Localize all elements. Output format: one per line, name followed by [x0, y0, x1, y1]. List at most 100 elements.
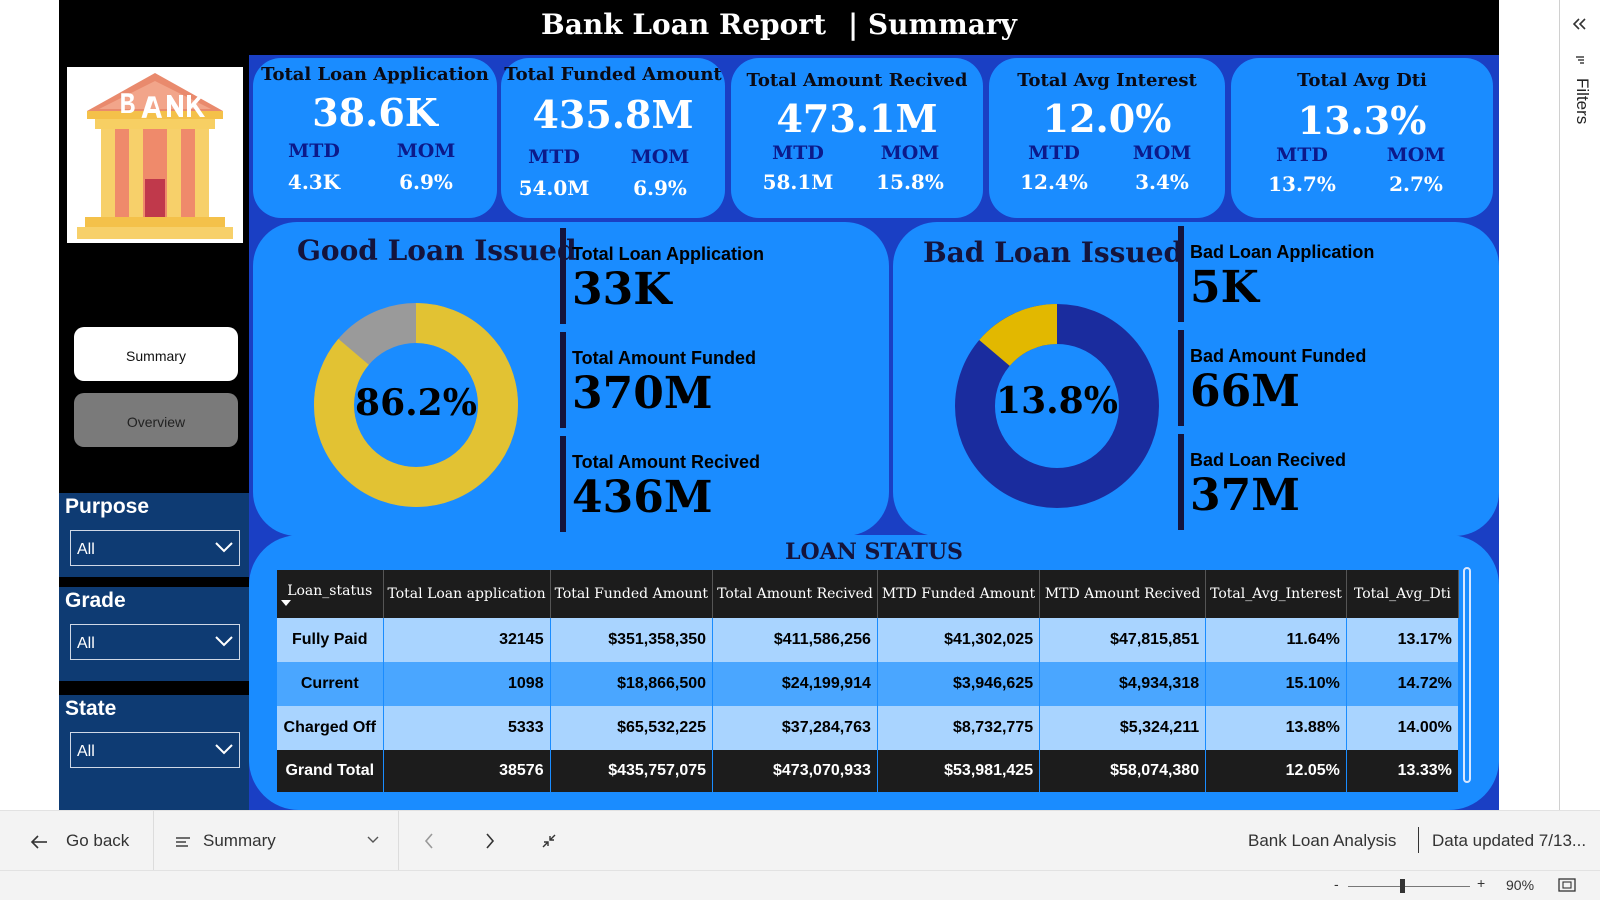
go-back-label: Go back	[66, 831, 130, 850]
filters-pane[interactable]: Filters	[1559, 0, 1600, 810]
purpose-slicer: Purpose All	[59, 493, 249, 577]
kpi-card-total-funded-amount[interactable]: Total Funded Amount 435.8M MTD MOM 54.0M…	[501, 58, 725, 218]
page-selector[interactable]: Summary	[175, 831, 385, 851]
column-header[interactable]: Total_Avg_Dti	[1346, 570, 1459, 618]
kpi-mom-value: 3.4%	[1135, 170, 1189, 194]
bank-logo	[67, 67, 243, 243]
table-cell: 12.05%	[1205, 750, 1347, 792]
list-icon	[176, 836, 190, 847]
kpi-mtd-label: MTD	[1028, 142, 1080, 164]
table-cell: 13.88%	[1205, 706, 1347, 750]
grade-slicer: Grade All	[59, 587, 249, 681]
state-dropdown[interactable]: All	[70, 732, 240, 768]
data-updated: Data updated 7/13...	[1432, 831, 1587, 850]
table-cell: 13.17%	[1346, 618, 1459, 662]
table-cell: $411,586,256	[712, 618, 878, 662]
bad-metric-applications: Bad Loan Application 5K	[1178, 226, 1374, 322]
state-label: State	[65, 697, 117, 720]
metric-label: Total Loan Application	[572, 244, 764, 264]
table-cell: $8,732,775	[877, 706, 1041, 750]
go-back-button[interactable]: Go back	[30, 831, 129, 851]
kpi-card-total-amount-recived[interactable]: Total Amount Recived 473.1M MTD MOM 58.1…	[731, 58, 983, 218]
zoom-slider-thumb[interactable]	[1400, 879, 1405, 893]
divider	[398, 811, 399, 871]
table-cell: Fully Paid	[277, 618, 384, 662]
kpi-card-total-avg-interest[interactable]: Total Avg Interest 12.0% MTD MOM 12.4% 3…	[989, 58, 1225, 218]
table-cell: $53,981,425	[877, 750, 1041, 792]
table-cell: Charged Off	[277, 706, 384, 750]
bad-loan-panel: Bad Loan Issued 13.8% Bad Loan Applicati…	[893, 222, 1499, 536]
table-scrollbar[interactable]	[1463, 567, 1471, 783]
good-loan-donut[interactable]	[311, 300, 521, 510]
kpi-title: Total Loan Application	[261, 64, 489, 85]
grade-dropdown[interactable]: All	[70, 624, 240, 660]
report-canvas: Bank Loan Report | Summary	[59, 0, 1499, 810]
column-header[interactable]: Total Amount Recived	[712, 570, 878, 618]
table-cell: $37,284,763	[712, 706, 878, 750]
table-row[interactable]: Current 1098 $18,866,500 $24,199,914 $3,…	[277, 662, 1459, 706]
metric-value: 33K	[572, 264, 672, 315]
good-metric-applications: Total Loan Application 33K	[560, 228, 764, 324]
purpose-dropdown[interactable]: All	[70, 530, 240, 566]
good-metric-received: Total Amount Recived 436M	[560, 436, 760, 532]
metric-value: 436M	[572, 472, 713, 523]
kpi-mtd-value: 54.0M	[518, 176, 590, 200]
kpi-mom-label: MOM	[396, 140, 456, 162]
table-cell: 11.64%	[1205, 618, 1347, 662]
previous-page-icon[interactable]	[424, 833, 434, 849]
table-total-row[interactable]: Grand Total 38576 $435,757,075 $473,070,…	[277, 750, 1459, 792]
chevron-down-icon	[215, 744, 233, 755]
chevron-down-icon	[215, 636, 233, 647]
table-cell: $473,070,933	[712, 750, 878, 792]
state-slicer: State All	[59, 695, 249, 810]
bad-loan-donut[interactable]	[953, 302, 1161, 510]
loan-status-table: Loan_status Total Loan application Total…	[277, 570, 1459, 792]
kpi-mtd-value: 58.1M	[762, 170, 834, 194]
column-header[interactable]: Total Loan application	[383, 570, 551, 618]
column-header[interactable]: Total_Avg_Interest	[1205, 570, 1347, 618]
good-loan-percent: 86.2%	[355, 382, 477, 424]
nav-overview-button[interactable]: Overview	[74, 393, 238, 447]
chevron-double-left-icon[interactable]	[1573, 18, 1587, 30]
kpi-mtd-label: MTD	[528, 146, 580, 168]
zoom-out-button[interactable]: -	[1334, 876, 1339, 892]
zoom-level: 90%	[1506, 877, 1535, 893]
filters-label: Filters	[1573, 78, 1592, 125]
nav-summary-button[interactable]: Summary	[74, 327, 238, 381]
zoom-slider-track[interactable]	[1348, 886, 1470, 887]
table-cell: 14.72%	[1346, 662, 1459, 706]
collapse-icon[interactable]	[541, 833, 557, 849]
bottom-nav-bar: Go back Summary Bank Loan Analysis Data …	[0, 810, 1600, 871]
purpose-label: Purpose	[65, 495, 150, 518]
fit-to-page-icon[interactable]	[1558, 878, 1576, 892]
column-header[interactable]: Total Funded Amount	[550, 570, 714, 618]
column-header[interactable]: MTD Funded Amount	[877, 570, 1041, 618]
chevron-down-icon	[215, 542, 233, 553]
chevron-down-icon	[367, 836, 379, 843]
report-title: Bank Loan Report	[541, 8, 826, 41]
kpi-mom-label: MOM	[1386, 144, 1446, 166]
grade-label: Grade	[65, 589, 126, 612]
kpi-value: 13.3%	[1297, 98, 1427, 143]
kpi-mom-value: 15.8%	[876, 170, 944, 194]
zoom-in-button[interactable]: +	[1477, 875, 1486, 891]
column-header[interactable]: Loan_status	[277, 570, 384, 618]
kpi-mom-label: MOM	[1132, 142, 1192, 164]
kpi-card-total-loan-application[interactable]: Total Loan Application 38.6K MTD MOM 4.3…	[253, 58, 497, 218]
left-panel: Summary Overview Purpose All Grade All S…	[59, 55, 249, 810]
bad-loan-title: Bad Loan Issued	[923, 236, 1184, 269]
loan-status-panel: LOAN STATUS Loan_status Total Loan appli…	[249, 535, 1499, 810]
kpi-card-total-avg-dti[interactable]: Total Avg Dti 13.3% MTD MOM 13.7% 2.7%	[1231, 58, 1493, 218]
divider	[1418, 827, 1419, 853]
metric-label: Total Amount Recived	[572, 452, 761, 472]
next-page-icon[interactable]	[485, 833, 495, 849]
table-row[interactable]: Charged Off 5333 $65,532,225 $37,284,763…	[277, 706, 1459, 750]
sort-desc-icon	[281, 599, 379, 606]
metric-label: Bad Amount Funded	[1190, 346, 1367, 366]
bad-loan-main-slice	[955, 304, 1159, 508]
table-row[interactable]: Fully Paid 32145 $351,358,350 $411,586,2…	[277, 618, 1459, 662]
kpi-mom-label: MOM	[630, 146, 690, 168]
table-cell: Current	[277, 662, 384, 706]
column-header[interactable]: MTD Amount Recived	[1039, 570, 1207, 618]
metric-label: Bad Loan Application	[1190, 242, 1375, 262]
